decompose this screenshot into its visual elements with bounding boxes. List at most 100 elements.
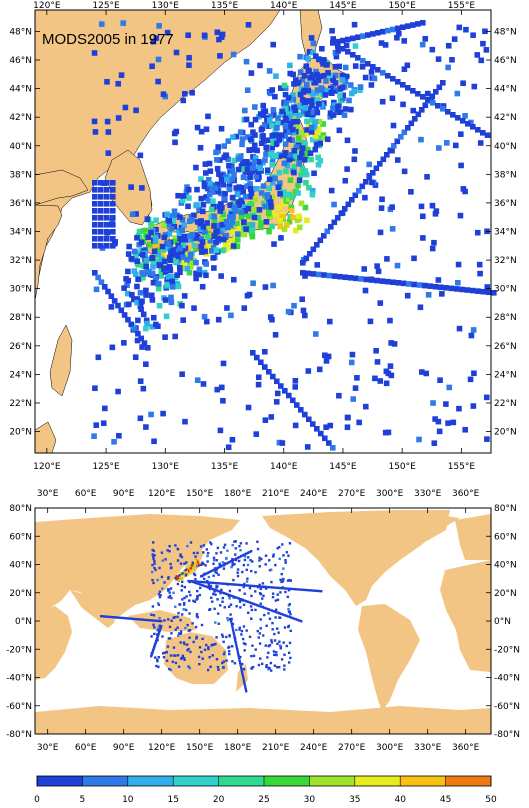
density-cell [204,585,208,588]
density-cell [189,231,196,238]
density-cell [250,280,256,287]
density-cell [150,279,157,286]
density-cell [215,589,219,592]
density-cell [278,112,285,118]
density-cell [417,304,424,311]
density-cell [256,629,260,633]
density-cell [306,48,313,55]
density-cell [250,667,253,670]
density-cell [340,37,346,44]
lon-tick-label: 360°E [452,489,480,499]
lon-tick-label: 130°E [152,462,180,472]
density-cell [246,584,249,587]
density-cell [172,333,178,340]
density-cell [256,547,260,551]
density-cell [258,632,262,635]
colorbar-swatch [264,776,310,786]
density-cell [451,36,458,42]
density-cell [225,156,231,163]
density-cell [212,562,215,566]
lat-tick-label: 0°N [15,617,32,627]
density-cell [342,177,349,184]
density-cell [187,251,194,258]
density-cell [163,265,170,272]
density-cell [300,260,306,266]
map-title: MODS2005 in 1977 [42,31,174,48]
density-cell [180,580,184,584]
density-cell [171,208,178,215]
density-cell [296,213,302,220]
density-cell [232,595,235,598]
density-cell [283,191,290,198]
density-cell [193,164,199,171]
density-cell [118,72,125,78]
density-cell [196,595,199,598]
density-cell [274,390,281,397]
density-cell [344,137,351,144]
density-cell [276,169,283,176]
density-cell [224,582,228,586]
density-cell [203,573,206,576]
density-cell [278,616,282,619]
density-cell [482,28,488,35]
density-cell [280,572,283,576]
density-cell [198,580,202,584]
density-cell [263,144,270,151]
density-cell [183,585,187,589]
density-cell [323,78,329,84]
density-cell [125,268,131,275]
density-cell [243,553,246,556]
density-cell [312,331,319,337]
density-cell [280,658,284,661]
density-cell [305,67,312,74]
density-cell [258,556,261,559]
density-cell [171,660,175,664]
density-cell [152,234,159,240]
density-cell [165,651,169,654]
density-cell [385,73,391,79]
density-cell [217,573,220,577]
density-cell [231,204,238,211]
density-cell [316,118,323,125]
lat-tick-label: 38°N [494,170,517,180]
density-cell [282,554,285,557]
density-cell [241,570,244,574]
density-cell [115,115,122,121]
density-cell [239,664,242,667]
density-cell [289,629,292,633]
lon-tick-label: 60°E [75,743,97,753]
density-cell [262,364,268,370]
density-cell [266,209,272,216]
density-cell [332,63,339,70]
density-cell [420,94,426,100]
density-cell [243,649,246,652]
density-cell [176,547,180,551]
density-cell [321,72,327,79]
density-cell [310,271,317,277]
density-cell [150,613,153,616]
density-cell [391,143,397,149]
density-cell [298,407,304,413]
density-cell [373,347,379,354]
density-cell [110,236,116,242]
density-cell [239,583,243,587]
density-cell [196,206,202,213]
density-cell [313,53,319,59]
lat-tick-label: 60°N [494,532,517,542]
density-cell [220,565,223,568]
density-cell [253,431,260,437]
density-cell [241,598,244,602]
density-cell [224,305,230,311]
density-cell [250,550,253,553]
density-cell [270,179,276,186]
density-cell [259,585,262,588]
density-cell [222,666,225,669]
density-cell [439,291,445,297]
density-cell [128,255,135,262]
density-cell [282,115,289,122]
lon-tick-label: 180°E [224,489,252,499]
lat-tick-label: 40°N [9,561,32,571]
density-cell [241,305,248,311]
density-cell [455,115,461,121]
density-cell [189,217,196,223]
